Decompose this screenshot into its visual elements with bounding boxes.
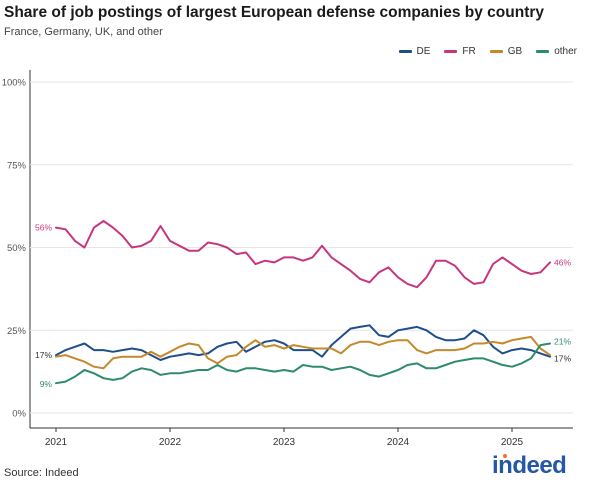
y-tick-label-50: 50% xyxy=(7,243,27,254)
y-tick-label-75: 75% xyxy=(7,160,27,171)
chart-title: Share of job postings of largest Europea… xyxy=(4,4,545,21)
x-tick-label-2021: 2021 xyxy=(45,437,68,448)
start-label-other: 9% xyxy=(40,379,53,389)
legend-item-fr: FR xyxy=(444,46,476,57)
series-line-gb xyxy=(55,335,551,370)
legend-item-other: other xyxy=(536,46,577,57)
legend-item-gb: GB xyxy=(489,46,523,57)
end-label-fr: 46% xyxy=(554,257,571,267)
start-label-fr: 56% xyxy=(35,223,52,233)
start-label-de: 17% xyxy=(35,350,52,360)
legend: DE FR GB other xyxy=(398,46,577,57)
chart-subtitle: France, Germany, UK, and other xyxy=(4,26,163,38)
series-line-other xyxy=(55,342,551,385)
series-line-de xyxy=(55,324,551,361)
y-tick-label-100: 100% xyxy=(2,78,27,89)
legend-label-fr: FR xyxy=(462,46,476,57)
series-line-fr xyxy=(55,220,551,289)
end-label-de: 17% xyxy=(554,354,571,364)
x-tick-label-2024: 2024 xyxy=(387,437,410,448)
legend-label-de: DE xyxy=(416,46,431,57)
legend-item-de: DE xyxy=(398,46,431,57)
legend-swatch-fr xyxy=(444,50,458,53)
x-tick-label-2022: 2022 xyxy=(159,437,182,448)
legend-label-other: other xyxy=(554,46,577,57)
y-tick-label-0: 0% xyxy=(12,409,26,420)
x-tick-label-2025: 2025 xyxy=(501,437,524,448)
legend-label-gb: GB xyxy=(507,46,523,57)
y-tick-label-25: 25% xyxy=(7,326,27,337)
legend-swatch-de xyxy=(398,50,412,53)
legend-swatch-other xyxy=(536,50,550,53)
legend-swatch-gb xyxy=(489,50,503,53)
x-tick-label-2023: 2023 xyxy=(273,437,296,448)
source-note: Source: Indeed xyxy=(4,467,79,479)
end-label-other: 21% xyxy=(554,336,571,346)
logo-dot-icon xyxy=(503,454,507,458)
